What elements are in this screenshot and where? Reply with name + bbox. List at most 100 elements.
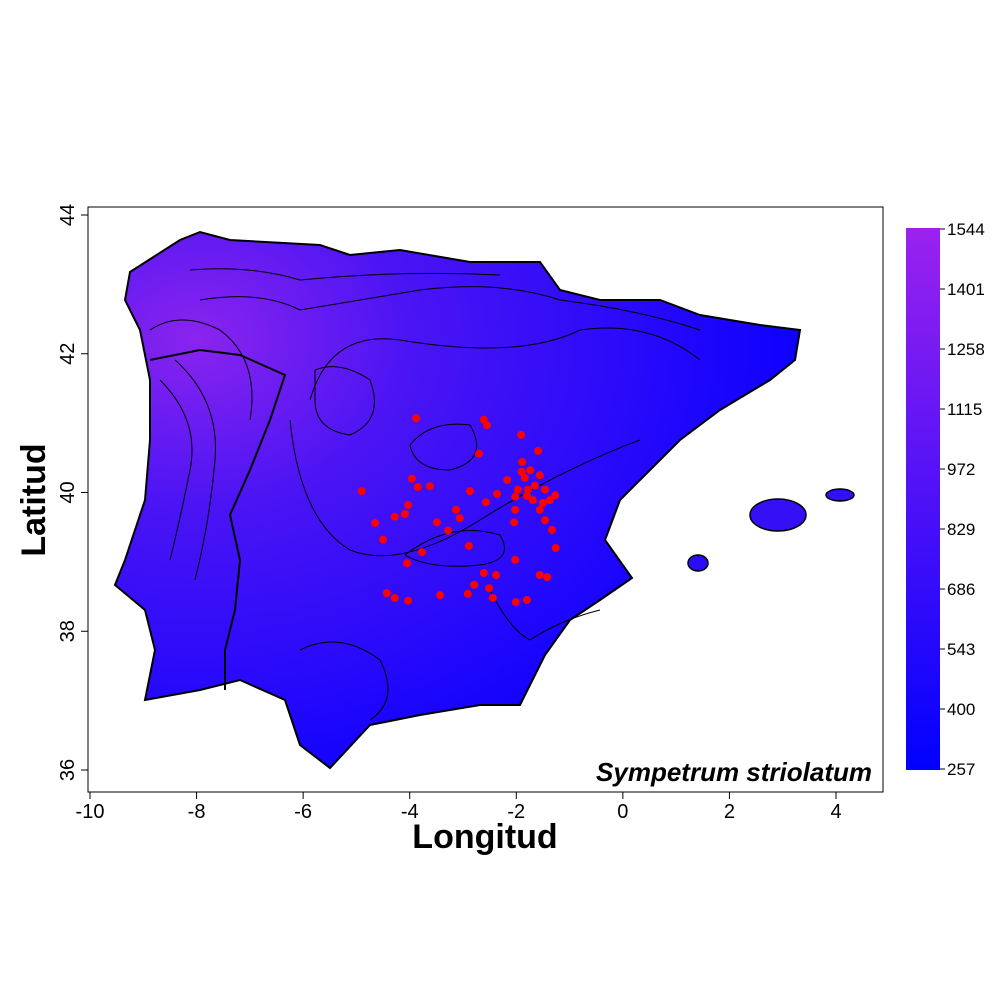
occurrence-point (543, 573, 552, 582)
occurrence-point (520, 473, 529, 482)
colorbar-tick-label: 400 (947, 700, 975, 719)
occurrence-point (535, 571, 544, 580)
occurrence-point (481, 498, 490, 507)
occurrence-point (517, 430, 526, 439)
x-tick-label: 4 (830, 801, 841, 823)
occurrence-point (541, 485, 550, 494)
occurrence-point (455, 514, 464, 523)
mallorca (749, 498, 807, 532)
occurrence-point (464, 541, 473, 550)
occurrence-point (404, 596, 413, 605)
x-tick-label: -4 (401, 801, 419, 823)
colorbar-tick-label: 1115 (947, 400, 982, 419)
occurrence-point (551, 544, 560, 552)
occurrence-point (413, 482, 422, 491)
x-tick-label: -8 (188, 801, 206, 823)
menorca (825, 488, 855, 502)
occurrence-point (390, 593, 399, 602)
colorbar-tick-label: 1401 (947, 280, 985, 299)
occurrence-point (534, 446, 543, 455)
occurrence-point (465, 487, 474, 496)
occurrence-point (526, 466, 535, 475)
colorbar-tick-label: 1544 (947, 220, 985, 239)
occurrence-point (522, 491, 531, 500)
occurrence-point (518, 457, 527, 466)
occurrence-point (530, 481, 539, 490)
occurrence-point (404, 500, 413, 509)
y-tick-label: 38 (57, 620, 79, 642)
occurrence-point (463, 589, 472, 598)
occurrence-point (400, 510, 409, 519)
occurrence-point (541, 516, 550, 525)
x-tick-label: 0 (617, 801, 628, 823)
occurrence-point (522, 596, 531, 605)
occurrence-point (528, 496, 537, 505)
occurrence-point (436, 591, 445, 600)
occurrence-point (425, 482, 434, 491)
occurrence-point (482, 421, 491, 430)
occurrence-point (379, 535, 388, 544)
occurrence-point (517, 467, 526, 476)
y-tick-label: 44 (57, 204, 79, 226)
colorbar: 1544 1401 1258 1115 972 829 686 543 400 257 (906, 220, 985, 779)
occurrence-point (535, 471, 544, 480)
contour-lines (149, 268, 701, 721)
y-tick-label: 36 (57, 759, 79, 781)
x-tick-label: -2 (507, 801, 525, 823)
occurrence-point (474, 449, 483, 458)
occurrence-point (547, 525, 556, 534)
occurrence-point (479, 568, 488, 577)
y-tick-label: 40 (57, 481, 79, 503)
colorbar-tick-label: 829 (947, 520, 975, 539)
occurrence-point (452, 505, 461, 514)
occurrence-point (511, 598, 520, 607)
occurrence-point (432, 518, 441, 527)
iberia-landmass (113, 230, 855, 770)
occurrence-points (357, 414, 560, 607)
x-axis: -10 -8 -6 -4 -2 0 2 4 (76, 791, 842, 823)
x-tick-label: -10 (76, 801, 105, 823)
occurrence-point (535, 505, 544, 514)
occurrence-point (417, 548, 426, 557)
colorbar-tick-label: 1258 (947, 340, 985, 359)
occurrence-point (488, 593, 497, 602)
occurrence-point (511, 505, 520, 514)
occurrence-point (493, 489, 502, 498)
occurrence-point (485, 584, 494, 593)
portugal-border (149, 348, 287, 690)
occurrence-point (510, 518, 519, 527)
ibiza (687, 554, 709, 572)
colorbar-tick-label: 543 (947, 640, 975, 659)
species-title: Sympetrum striolatum (596, 757, 872, 787)
occurrence-point (382, 589, 391, 598)
colorbar-tick-label: 257 (947, 760, 975, 779)
occurrence-point (503, 476, 512, 485)
colorbar-tick-label: 972 (947, 460, 975, 479)
occurrence-point (511, 555, 520, 564)
colorbar-gradient (906, 228, 940, 770)
occurrence-point (390, 512, 399, 521)
occurrence-point (524, 485, 533, 494)
occurrence-point (412, 414, 421, 423)
occurrence-point (492, 571, 501, 580)
y-axis-label: Latitud (15, 443, 53, 556)
occurrence-point (470, 580, 479, 589)
x-tick-label: 2 (724, 801, 735, 823)
occurrence-point (444, 526, 453, 535)
occurrence-point (511, 492, 520, 501)
x-axis-label: Longitud (412, 818, 557, 856)
occurrence-point (403, 559, 412, 568)
occurrence-point (545, 496, 554, 505)
y-axis: 36 38 40 42 44 (57, 204, 89, 781)
occurrence-point (357, 487, 366, 496)
occurrence-point (407, 474, 416, 483)
occurrence-point (538, 498, 547, 507)
colorbar-tick-label: 686 (947, 580, 975, 599)
y-tick-label: 42 (57, 343, 79, 365)
occurrence-point (513, 485, 522, 494)
occurrence-point (371, 519, 380, 528)
occurrence-point (551, 491, 560, 500)
x-tick-label: -6 (294, 801, 312, 823)
